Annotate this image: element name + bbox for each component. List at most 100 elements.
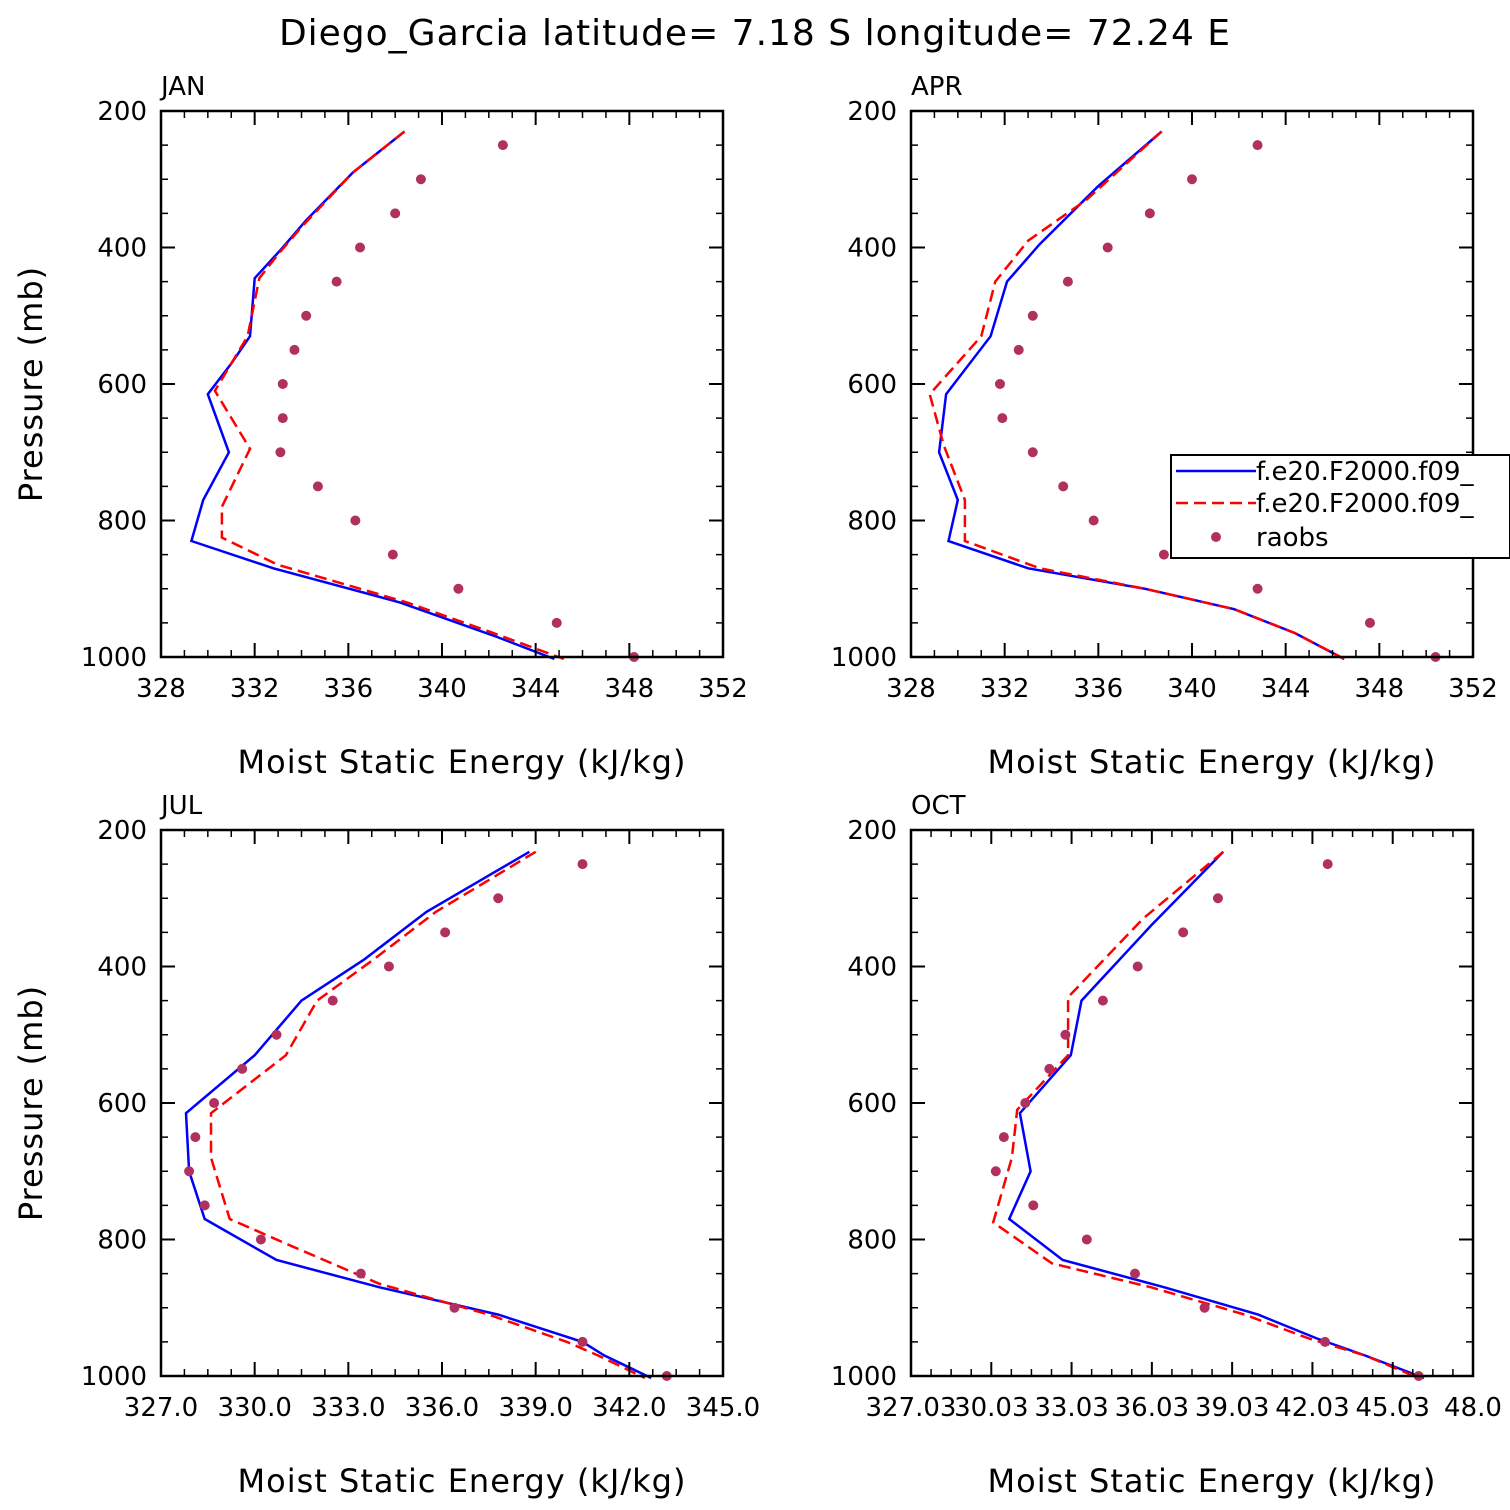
- panel-apr: 328 332 336 340 344 348 352 200 400 600 800 1000 APR…: [831, 72, 1498, 781]
- x-tick-label: 336: [324, 674, 374, 704]
- raobs-point: [255, 1234, 266, 1245]
- raobs-point: [1364, 617, 1375, 628]
- x-tick-label: 344: [1261, 674, 1311, 704]
- raobs-point: [1132, 961, 1143, 972]
- x-tick-label: 352: [698, 674, 748, 704]
- y-tick-label: 1000: [831, 643, 897, 673]
- y-tick-label: 800: [97, 507, 147, 537]
- raobs-point: [1129, 1268, 1140, 1279]
- y-tick-label: 400: [97, 234, 147, 264]
- model-series-1-line: [937, 130, 1345, 661]
- x-tick-label: 36.03: [1115, 1393, 1189, 1423]
- x-tick-label: 328: [136, 674, 186, 704]
- x-tick-label: 340: [417, 674, 467, 704]
- raobs-point: [1088, 515, 1099, 526]
- model-series-1-line: [189, 130, 555, 661]
- raobs-point: [1013, 344, 1024, 355]
- x-tick-label: 33.03: [1034, 1393, 1108, 1423]
- raobs-point: [301, 310, 312, 321]
- legend-label: raobs: [1256, 523, 1329, 553]
- raobs-point: [1102, 242, 1113, 253]
- raobs-point: [1212, 893, 1223, 904]
- raobs-point: [577, 1336, 588, 1347]
- raobs-point: [383, 961, 394, 972]
- raobs-point: [1058, 481, 1069, 492]
- panels: 328 332 336 340 344 348 352 200 400 600 800 1000 JAN…: [12, 72, 1502, 1500]
- raobs-point: [1158, 549, 1169, 560]
- y-tick-label: 200: [847, 816, 897, 846]
- x-tick-label: 328: [886, 674, 936, 704]
- x-axis-label: Moist Static Energy (kJ/kg): [988, 1462, 1437, 1500]
- model-series-1-line: [1007, 850, 1425, 1380]
- raobs-point: [997, 413, 1008, 424]
- x-tick-label: 344: [511, 674, 561, 704]
- raobs-point: [453, 583, 464, 594]
- y-tick-label: 600: [97, 1089, 147, 1119]
- x-tick-label: 327.03: [866, 1393, 957, 1423]
- x-tick-label: 45.03: [1355, 1393, 1429, 1423]
- raobs-point: [271, 1029, 282, 1040]
- x-tick-label: 327.0: [124, 1393, 198, 1423]
- legend: f.e20.F2000.f09_f.e20.F2000.f09_raobs: [1170, 454, 1510, 559]
- raobs-point: [493, 893, 504, 904]
- raobs-point: [1322, 859, 1333, 870]
- x-axis-label: Moist Static Energy (kJ/kg): [238, 743, 687, 781]
- raobs-point: [184, 1166, 195, 1177]
- raobs-point: [277, 413, 288, 424]
- y-tick-label: 400: [847, 953, 897, 983]
- x-tick-label: 342.0: [592, 1393, 666, 1423]
- y-tick-label: 600: [847, 1089, 897, 1119]
- y-tick-label: 1000: [831, 1362, 897, 1392]
- panel-label: JAN: [159, 72, 205, 102]
- raobs-point: [551, 617, 562, 628]
- x-axis-label: Moist Static Energy (kJ/kg): [238, 1462, 687, 1500]
- raobs-point: [449, 1302, 460, 1313]
- raobs-point: [327, 995, 338, 1006]
- model-series-1-line: [184, 850, 652, 1380]
- legend-label: f.e20.F2000.f09_: [1256, 489, 1474, 519]
- raobs-point: [390, 208, 401, 219]
- panel-jul: 327.0 330.0 333.0 336.0 339.0 342.0 345.0 200 40…: [12, 791, 760, 1500]
- raobs-point: [331, 276, 342, 287]
- x-axis-label: Moist Static Energy (kJ/kg): [988, 743, 1437, 781]
- raobs-point: [994, 379, 1005, 389]
- raobs-point: [497, 140, 508, 151]
- plot-frame: [159, 109, 725, 659]
- raobs-point: [190, 1132, 201, 1143]
- raobs-point: [1020, 1098, 1031, 1108]
- raobs-point: [355, 242, 366, 253]
- x-tick-label: 345.0: [686, 1393, 760, 1423]
- legend-marker: [1211, 532, 1221, 542]
- y-tick-label: 400: [847, 234, 897, 264]
- x-tick-label: 339.0: [498, 1393, 572, 1423]
- raobs-point: [277, 379, 288, 389]
- x-tick-label: 39.03: [1195, 1393, 1269, 1423]
- raobs-point: [350, 515, 361, 526]
- raobs-point: [199, 1200, 210, 1211]
- raobs-point: [990, 1166, 1001, 1177]
- legend-label: f.e20.F2000.f09_: [1256, 457, 1474, 487]
- raobs-point: [577, 859, 588, 870]
- raobs-point: [1028, 1200, 1039, 1211]
- raobs-point: [1199, 1302, 1210, 1313]
- model-series-2-line: [928, 130, 1345, 661]
- x-tick-label: 332: [230, 674, 280, 704]
- raobs-point: [289, 344, 300, 355]
- model-series-2-line: [209, 850, 646, 1380]
- y-tick-label: 800: [847, 507, 897, 537]
- raobs-point: [998, 1132, 1009, 1143]
- x-tick-label: 336.0: [405, 1393, 479, 1423]
- raobs-point: [1144, 208, 1155, 219]
- y-tick-label: 600: [847, 370, 897, 400]
- raobs-point: [1060, 1029, 1071, 1040]
- raobs-point: [1027, 310, 1038, 321]
- raobs-point: [312, 481, 323, 492]
- raobs-point: [237, 1063, 248, 1074]
- y-tick-label: 1000: [81, 1362, 147, 1392]
- y-tick-label: 1000: [81, 643, 147, 673]
- panel-label: JUL: [159, 791, 203, 821]
- raobs-point: [1044, 1063, 1055, 1074]
- raobs-point: [1187, 174, 1197, 185]
- y-tick-label: 400: [97, 953, 147, 983]
